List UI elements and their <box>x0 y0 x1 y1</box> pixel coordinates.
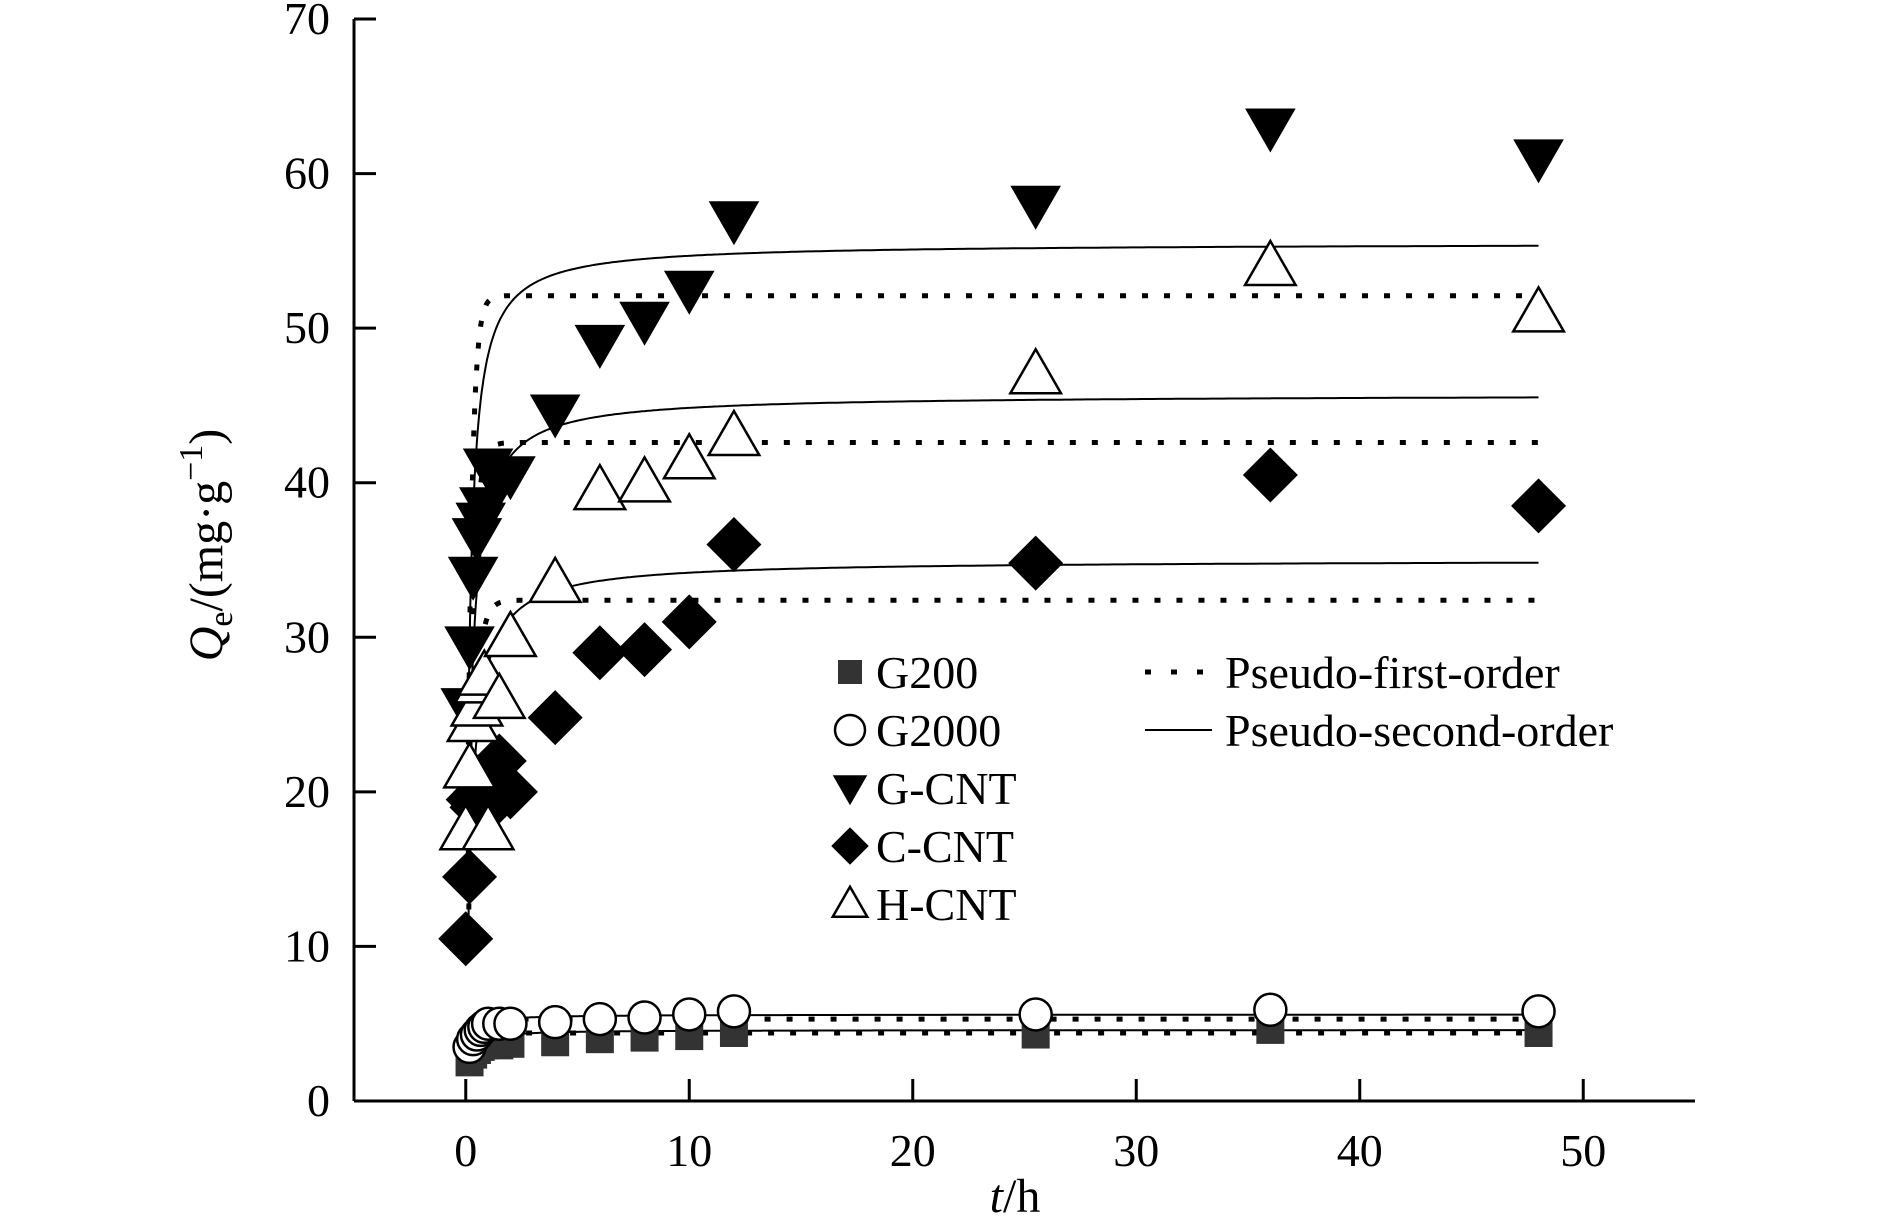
y-tick-label: 50 <box>284 302 330 353</box>
y-tick-label: 30 <box>284 611 330 662</box>
x-tick-label: 30 <box>1113 1125 1159 1176</box>
fit-second-order-g-cnt <box>467 244 1539 758</box>
data-point <box>1008 346 1064 395</box>
fit-second-order-g200 <box>467 1029 1539 1072</box>
data-point <box>527 690 583 746</box>
data-markers <box>438 108 1567 1077</box>
legend-label-h-cnt: H-CNT <box>876 879 1017 930</box>
legend-label-dotted: Pseudo-first-order <box>1225 647 1560 698</box>
legend-label-g2000: G2000 <box>876 705 1001 756</box>
legend-label-g-cnt: G-CNT <box>876 763 1017 814</box>
fit-first-order-g2000 <box>465 1016 1539 1063</box>
y-tick-label: 40 <box>284 457 330 508</box>
data-point <box>527 555 583 604</box>
y-tick-label: 10 <box>284 920 330 971</box>
data-point <box>1253 992 1288 1028</box>
data-point <box>1513 139 1564 184</box>
legend: G200 G2000 G-CNT C-CNT H-CNT Pseudo-first-ord… <box>830 647 1613 930</box>
data-point <box>582 1001 618 1037</box>
data-point <box>447 556 499 601</box>
data-point <box>706 408 762 457</box>
fit-first-order-c-cnt <box>465 597 1539 954</box>
legend-label-g200: G200 <box>876 647 978 698</box>
data-point <box>442 849 498 905</box>
data-point <box>1511 478 1567 534</box>
data-point <box>619 301 670 346</box>
x-tick-label: 50 <box>1560 1125 1606 1176</box>
data-point <box>1242 447 1298 503</box>
data-point <box>661 431 717 480</box>
data-point <box>1511 284 1567 333</box>
data-point <box>485 456 536 501</box>
fit-first-order-g200 <box>465 1030 1539 1075</box>
x-tick-label: 40 <box>1337 1125 1383 1176</box>
data-point <box>617 622 673 678</box>
x-tick-label: 10 <box>666 1125 712 1176</box>
series-g200 <box>455 1015 1553 1077</box>
series-h-cnt <box>438 238 1567 851</box>
x-tick-label: 0 <box>454 1125 477 1176</box>
legend-marker-g2000 <box>833 713 867 747</box>
data-point <box>442 740 498 789</box>
y-axis-title: Qe/(mg·g−1) <box>173 429 240 662</box>
x-axis-title: t/h <box>990 1170 1041 1223</box>
y-tick-label: 60 <box>284 148 330 199</box>
y-tick-label: 0 <box>307 1075 330 1126</box>
series-g2000 <box>452 992 1556 1065</box>
data-point <box>1010 185 1061 230</box>
data-point <box>529 394 581 439</box>
data-point <box>460 802 516 851</box>
data-point <box>482 764 538 820</box>
data-point <box>438 911 494 967</box>
data-point <box>572 462 628 511</box>
data-point <box>661 594 717 650</box>
legend-label-c-cnt: C-CNT <box>876 821 1014 872</box>
data-point <box>716 994 752 1029</box>
data-point <box>708 201 760 246</box>
legend-marker-g-cnt <box>832 775 868 806</box>
data-point <box>1242 238 1298 287</box>
data-point <box>537 1004 573 1040</box>
x-tick-label: 20 <box>890 1125 936 1176</box>
data-point <box>444 626 495 671</box>
data-point <box>663 270 715 315</box>
data-point <box>1008 535 1064 591</box>
y-tick-label: 20 <box>284 766 330 817</box>
data-point <box>617 454 673 503</box>
fit-first-order-g-cnt <box>465 293 1539 789</box>
legend-marker-c-cnt <box>831 827 869 865</box>
data-point <box>672 997 707 1032</box>
data-point <box>493 1006 528 1041</box>
data-point <box>572 625 628 681</box>
legend-marker-g200 <box>838 660 862 684</box>
axes: 0 10 20 30 40 50 60 70 0 10 20 30 40 50 <box>284 0 1695 1176</box>
data-point <box>574 324 626 369</box>
data-point <box>1521 994 1556 1029</box>
data-point <box>627 1000 662 1035</box>
data-point <box>1245 108 1296 153</box>
legend-label-solid: Pseudo-second-order <box>1225 705 1613 756</box>
data-point <box>706 517 762 573</box>
data-point <box>482 609 538 658</box>
legend-marker-h-cnt <box>830 884 870 918</box>
data-point <box>1018 997 1053 1032</box>
y-tick-label: 70 <box>284 0 330 44</box>
data-point <box>471 671 527 720</box>
